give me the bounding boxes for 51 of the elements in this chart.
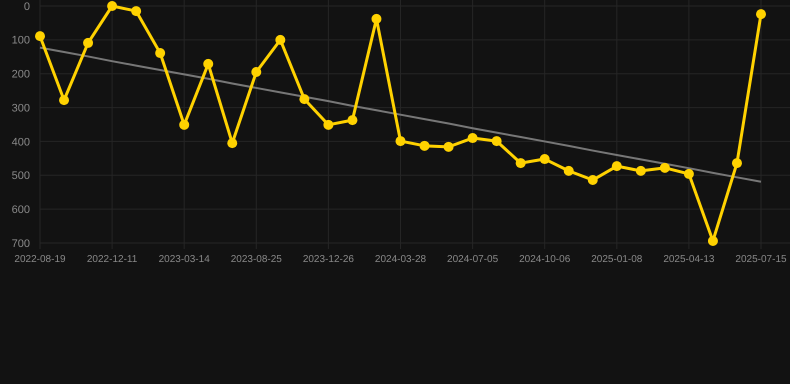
point — [732, 158, 742, 168]
x-tick-label: 2022-08-19 — [14, 254, 66, 265]
point — [107, 1, 118, 11]
point — [660, 162, 670, 173]
y-tick-label: 100 — [12, 34, 30, 47]
x-tick-label: 2024-03-28 — [374, 254, 427, 265]
x-tick-label: 2023-08-25 — [230, 254, 282, 265]
y-tick-label: 400 — [12, 136, 30, 148]
point — [203, 58, 214, 69]
point — [612, 161, 622, 172]
point — [588, 175, 598, 186]
point — [492, 136, 502, 146]
point — [540, 154, 550, 164]
point — [516, 158, 526, 168]
x-tick-label: 2024-07-05 — [447, 254, 499, 265]
point — [227, 138, 238, 148]
point — [83, 38, 94, 48]
point — [444, 142, 454, 152]
y-tick-label: 500 — [12, 170, 30, 182]
point — [275, 34, 286, 45]
line-series — [39, 46, 762, 183]
point — [251, 67, 262, 78]
point — [371, 14, 382, 24]
point — [708, 236, 718, 246]
point — [59, 95, 70, 106]
point — [468, 133, 478, 144]
x-tick-label: 2023-12-26 — [302, 254, 354, 265]
point — [636, 166, 646, 176]
point — [35, 31, 45, 42]
x-tick-label: 2024-10-06 — [519, 254, 571, 265]
point — [756, 9, 766, 20]
y-tick-label: 0 — [24, 0, 30, 13]
x-tick-label: 2023-03-14 — [158, 254, 210, 265]
point — [564, 166, 574, 176]
point — [299, 94, 310, 104]
point — [155, 48, 166, 58]
x-tick-label: 2025-01-08 — [591, 254, 643, 265]
y-tick-label: 700 — [12, 238, 30, 250]
y-tick-label: 300 — [12, 102, 30, 114]
point — [684, 168, 694, 179]
x-tick-label: 2025-04-13 — [663, 254, 715, 265]
point — [131, 6, 142, 16]
point — [179, 120, 190, 130]
point — [347, 115, 358, 126]
point — [323, 120, 334, 130]
y-tick-label: 200 — [12, 68, 30, 81]
x-tick-label: 2022-12-11 — [86, 254, 138, 265]
y-tick-label: 600 — [12, 204, 30, 216]
point — [396, 136, 406, 146]
x-tick-label: 2025-07-15 — [735, 254, 788, 265]
point — [420, 140, 430, 151]
